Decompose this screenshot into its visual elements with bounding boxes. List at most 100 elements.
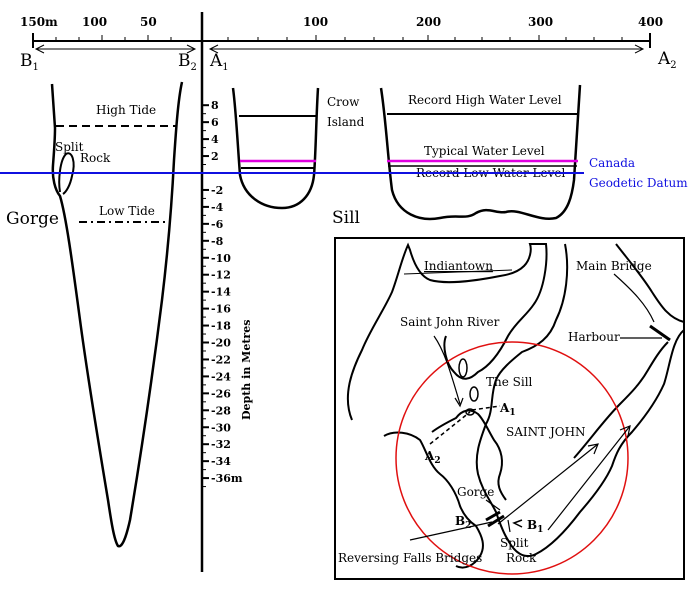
map-arrow-flow-2 <box>547 425 631 531</box>
gorge-high-tide-label: High Tide <box>96 103 156 117</box>
datum-label-1: Canada <box>589 156 635 170</box>
map-arrow-flow-2-head <box>619 425 631 437</box>
map-label-main-bridge: Main Bridge <box>576 259 652 273</box>
datum-label-2: Geodetic Datum <box>589 176 688 190</box>
depth-axis: 8 6 4 2 -2 -4 -6 -8 -10 -12 -14 -16 -18 -20 -22 -24 -26 -… <box>200 12 253 572</box>
depth-tick-label: -16 <box>211 303 231 316</box>
depth-ticks: 8 6 4 2 -2 -4 -6 -8 -10 -12 -14 -16 -18 -20 -22 -24 -26 -… <box>202 99 243 488</box>
map-frame <box>334 237 685 580</box>
scale-label-100-left: 100 <box>82 15 107 29</box>
map-arrow-main-bridge <box>613 273 655 323</box>
map-label-gorge: Gorge <box>457 485 494 499</box>
map-red-circle <box>395 341 629 575</box>
map-coast-south <box>383 431 484 569</box>
depth-tick-label: 4 <box>211 133 219 146</box>
map-arrow-river <box>433 335 461 405</box>
map-arrow-flow-1 <box>497 443 599 525</box>
map-section-a1 <box>471 405 501 411</box>
scale-label-150m: 150m <box>20 15 58 29</box>
a-span-arrow-right <box>634 44 645 54</box>
top-scale: 150m 100 50 100 200 300 400 B1 B2 A1 A2 <box>20 15 677 73</box>
gorge-profile: High Tide Low Tide Split Rock Gorge <box>6 81 184 548</box>
map-label-reversing-falls: Reversing Falls Bridges <box>338 551 482 565</box>
map-inset: Indiantown Main Bridge Saint John River … <box>334 237 685 580</box>
map-label-split-rock-1: Split <box>500 536 529 550</box>
depth-tick-label: -2 <box>211 184 223 197</box>
map-arrow-bridges <box>409 521 493 541</box>
map-label-saint-john-river: Saint John River <box>400 315 500 329</box>
depth-tick-label: -30 <box>211 421 231 434</box>
depth-tick-label: 6 <box>211 116 219 129</box>
sill-outline <box>379 84 582 221</box>
depth-tick-label: -26 <box>211 387 231 400</box>
depth-tick-label: -32 <box>211 438 231 451</box>
label-b1: B1 <box>20 51 39 73</box>
map-label-indiantown: Indiantown <box>424 259 493 273</box>
map-label-a1: A1 <box>499 401 516 418</box>
map-coast-harbour <box>615 243 685 323</box>
depth-tick-label: -10 <box>211 252 231 265</box>
depth-tick-label: -8 <box>211 235 224 248</box>
map-b1-arrow <box>512 519 523 528</box>
map-arrow-flow-1-head <box>587 443 599 455</box>
label-a1: A1 <box>209 51 229 73</box>
depth-tick-label: 2 <box>211 150 219 163</box>
depth-tick-label: 8 <box>211 99 219 112</box>
label-a2: A2 <box>657 49 677 71</box>
gorge-title: Gorge <box>6 209 59 229</box>
depth-tick-label: -28 <box>211 404 231 417</box>
split-rock-label-1: Split <box>55 140 84 154</box>
map-label-a2: A2 <box>424 449 441 466</box>
map-island-1 <box>458 358 468 378</box>
depth-tick-label: -36m <box>211 472 243 485</box>
map-coast-north <box>346 242 548 421</box>
map-island-3 <box>465 408 475 416</box>
typical-level-label: Typical Water Level <box>424 144 545 158</box>
sill-profile: Record High Water Level Typical Water Le… <box>332 84 582 228</box>
crow-island-profile: Crow Island <box>231 87 365 210</box>
scale-label-400: 400 <box>638 15 663 29</box>
depth-tick-label: -6 <box>211 218 224 231</box>
map-label-b2: B2 <box>455 514 471 531</box>
crow-island-outline <box>231 87 320 210</box>
map-arrow-river-head <box>454 397 464 408</box>
datum: Canada Geodetic Datum <box>0 156 688 190</box>
map-label-harbour: Harbour <box>568 330 620 344</box>
map-section-a2 <box>429 411 471 445</box>
depth-tick-label: -18 <box>211 320 231 333</box>
crow-island-label-2: Island <box>327 115 365 129</box>
map-label-split-rock-2: Rock <box>506 551 537 565</box>
scale-label-200: 200 <box>416 15 441 29</box>
map-island-2 <box>469 386 479 402</box>
record-high-label: Record High Water Level <box>408 93 562 107</box>
depth-axis-title: Depth in Metres <box>240 320 253 420</box>
depth-tick-label: -12 <box>211 269 231 282</box>
gorge-outline <box>50 81 184 548</box>
map-label-saint-john: SAINT JOHN <box>506 425 586 439</box>
scale-label-300: 300 <box>528 15 553 29</box>
gorge-low-tide-label: Low Tide <box>99 204 155 218</box>
b-span-arrow-right <box>186 44 197 54</box>
b-span-arrow-left <box>34 44 45 54</box>
map-arrow-indiantown <box>403 269 513 275</box>
split-rock-shape <box>58 152 75 195</box>
scale-label-50: 50 <box>140 15 157 29</box>
map-coast-inner <box>573 341 669 459</box>
depth-tick-label: -24 <box>211 370 231 383</box>
scale-minor-ticks <box>55 35 623 41</box>
depth-tick-label: -20 <box>211 337 231 350</box>
label-b2: B2 <box>178 51 197 73</box>
crow-island-label-1: Crow <box>327 95 360 109</box>
map-arrow-split-rock <box>507 519 511 533</box>
map-label-the-sill: The Sill <box>486 375 533 389</box>
depth-tick-label: -22 <box>211 353 231 366</box>
map-label-b1: B1 <box>527 518 543 535</box>
depth-tick-label: -34 <box>211 455 231 468</box>
map-coast-gorge <box>431 409 507 501</box>
map-main-bridge <box>649 324 671 342</box>
map-arrow-gorge <box>485 499 501 511</box>
a-span-arrow-left <box>208 44 219 54</box>
depth-tick-label: -14 <box>211 286 231 299</box>
depth-tick-label: -4 <box>211 201 224 214</box>
scale-label-100-right: 100 <box>303 15 328 29</box>
